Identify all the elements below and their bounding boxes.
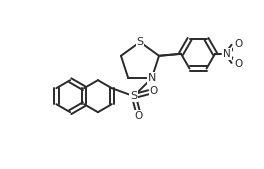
Text: S: S	[136, 37, 144, 47]
Text: O: O	[234, 59, 242, 69]
Text: O: O	[150, 86, 158, 96]
Text: S: S	[130, 91, 137, 101]
Text: O: O	[135, 111, 143, 121]
Text: N: N	[148, 73, 156, 83]
Text: N: N	[223, 49, 231, 59]
Text: O: O	[234, 39, 242, 49]
